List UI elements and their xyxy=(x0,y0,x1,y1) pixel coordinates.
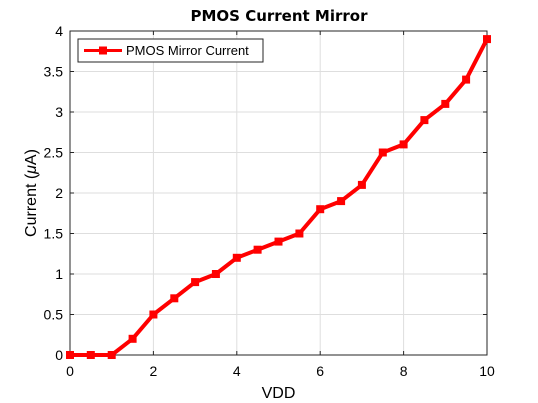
data-point xyxy=(378,148,387,157)
x-axis-label: VDD xyxy=(262,385,296,402)
data-point xyxy=(274,237,283,246)
y-tick-label: 0.5 xyxy=(44,307,64,323)
data-point xyxy=(357,180,366,189)
x-tick-label: 10 xyxy=(479,363,495,379)
legend: PMOS Mirror Current xyxy=(77,38,264,63)
data-point xyxy=(253,245,262,254)
data-point xyxy=(316,205,325,214)
data-point xyxy=(399,140,408,149)
series-layer xyxy=(66,35,491,359)
data-point xyxy=(170,294,179,303)
data-point xyxy=(128,334,137,343)
chart-title: PMOS Current Mirror xyxy=(191,7,369,25)
y-axis-label-text: Current ( xyxy=(23,173,40,237)
data-point xyxy=(420,116,429,125)
x-tick-label: 4 xyxy=(233,363,241,379)
y-tick-label: 2 xyxy=(55,185,63,201)
data-point xyxy=(211,270,220,278)
y-tick-label: 2.5 xyxy=(44,145,64,161)
data-point xyxy=(149,310,158,319)
data-point xyxy=(295,229,304,238)
data-point xyxy=(462,75,471,84)
grid-lines xyxy=(70,31,487,355)
data-point xyxy=(441,99,450,108)
x-tick-label: 6 xyxy=(316,363,324,379)
data-point xyxy=(66,351,74,359)
legend-box xyxy=(77,38,264,63)
y-tick-label: 1 xyxy=(55,266,63,282)
data-point xyxy=(232,253,241,262)
y-axis-label-unit-symbol: μ xyxy=(23,165,40,175)
data-point xyxy=(191,278,200,287)
y-axis-label-unit-rest: A) xyxy=(23,149,40,165)
x-tick-label: 8 xyxy=(400,363,408,379)
x-tick-label: 2 xyxy=(150,363,158,379)
y-tick-label: 0 xyxy=(55,347,63,363)
data-point xyxy=(107,351,116,359)
y-tick-label: 3.5 xyxy=(44,64,64,80)
series-line xyxy=(70,38,489,357)
legend-entry-label: PMOS Mirror Current xyxy=(126,43,249,58)
data-point xyxy=(86,351,95,359)
data-point xyxy=(483,35,491,44)
data-point xyxy=(337,197,346,206)
y-tick-label: 1.5 xyxy=(44,226,64,242)
x-tick-label: 0 xyxy=(66,363,74,379)
legend-marker-swatch xyxy=(99,46,107,55)
y-tick-label: 4 xyxy=(55,23,63,39)
axis-ticks: 0 2 4 6 8 10 0 0.5 1 1.5 2 2.5 3 3.5 4 xyxy=(44,23,495,379)
y-tick-label: 3 xyxy=(55,104,63,120)
y-axis-label: Current (μA) xyxy=(23,149,40,237)
